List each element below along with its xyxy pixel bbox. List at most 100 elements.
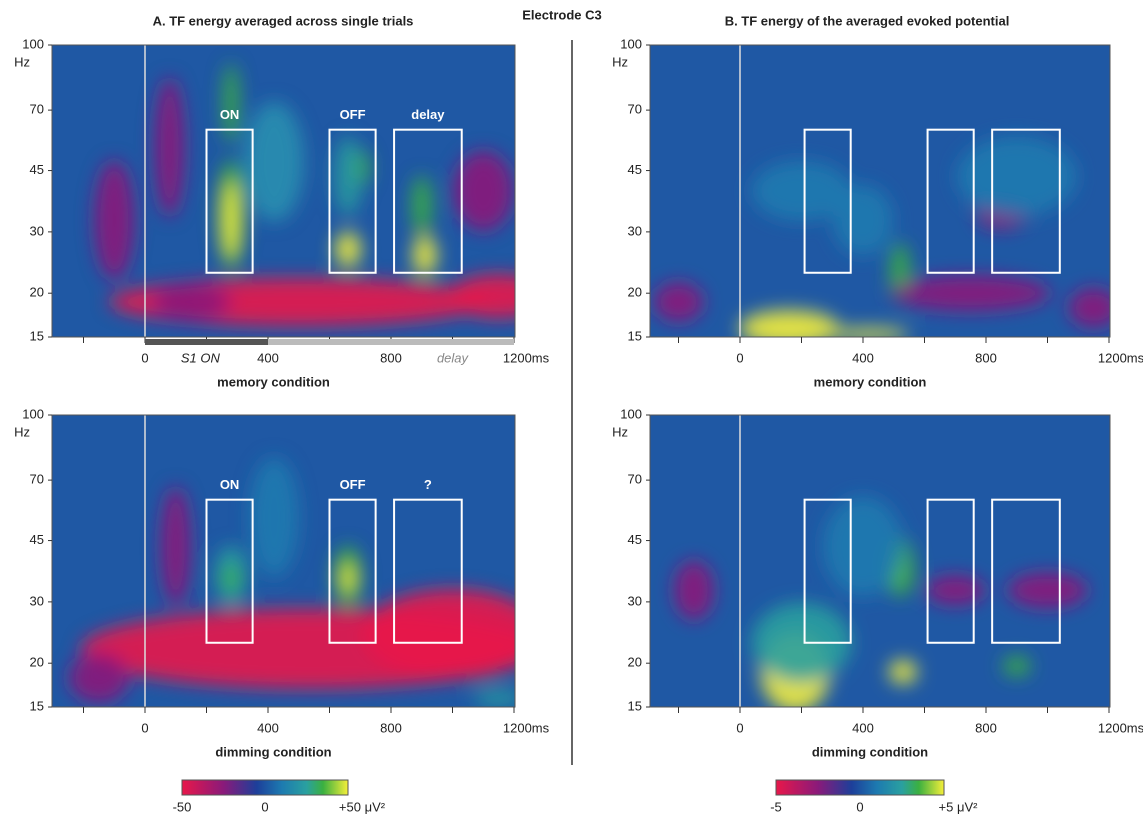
energy-blob (412, 235, 437, 276)
delay-bar (268, 339, 514, 345)
analysis-window (803, 498, 852, 644)
energy-blob (411, 175, 432, 236)
colorbar (181, 779, 349, 796)
x-tick-label: 1200ms (1098, 350, 1143, 365)
heatmap (52, 45, 515, 337)
y-tick-label: 70 (628, 472, 642, 487)
y-tick-label: 30 (30, 593, 44, 608)
condition-label: memory condition (217, 374, 330, 389)
heatmap (52, 415, 515, 707)
x-tick-label: 0 (736, 350, 743, 365)
analysis-window (991, 128, 1061, 274)
y-tick-label: 15 (628, 328, 642, 343)
x-tick-label: 400 (257, 350, 279, 365)
energy-blob (829, 328, 910, 337)
x-tick-label: 0 (141, 720, 148, 735)
energy-blob (160, 486, 191, 607)
stimulus-bar (145, 339, 268, 345)
energy-blob (244, 101, 305, 222)
x-tick-label: 1200ms (503, 720, 550, 735)
window-label: ON (220, 107, 240, 122)
condition-label: dimming condition (812, 744, 928, 759)
energy-blob (340, 562, 355, 595)
y-tick-label: 20 (628, 285, 642, 300)
energy-blob (94, 160, 135, 281)
y-tick-label: 70 (30, 472, 44, 487)
window-label: delay (411, 107, 445, 122)
timeline-label: S1 ON (181, 350, 221, 365)
plot-frame (649, 44, 1111, 338)
x-tick-label: 0 (141, 350, 148, 365)
energy-blob (68, 652, 129, 703)
y-tick-label: 15 (30, 698, 44, 713)
energy-blob (751, 602, 852, 683)
x-tick-label: 1200ms (1098, 720, 1143, 735)
x-tick-label: 0 (736, 720, 743, 735)
y-tick-label: 45 (30, 162, 44, 177)
energy-blob (888, 659, 917, 684)
colorbar (775, 779, 945, 796)
energy-blob (448, 274, 515, 319)
colorbar-label: -5 (770, 799, 782, 814)
window-label: OFF (340, 477, 366, 492)
window-label: OFF (340, 107, 366, 122)
energy-blob (357, 149, 370, 186)
x-tick-label: 800 (380, 720, 402, 735)
analysis-window (393, 498, 463, 644)
colorbar-label: 0 (856, 799, 863, 814)
energy-blob (249, 457, 300, 578)
energy-blob (739, 310, 840, 337)
energy-blob (151, 283, 232, 320)
energy-blob (223, 63, 240, 144)
y-tick-label: 45 (628, 532, 642, 547)
energy-blob (956, 136, 1077, 217)
colorbar-label: -50 (173, 799, 192, 814)
colorbar-label: +50 μV² (339, 799, 386, 814)
blobs (68, 457, 515, 707)
energy-blob (154, 77, 185, 218)
energy-blob (453, 151, 514, 231)
analysis-window (393, 128, 463, 274)
y-tick-label: 45 (628, 162, 642, 177)
y-tick-label: 100 (620, 406, 642, 421)
heatmap (650, 415, 1110, 707)
energy-blob (751, 161, 852, 221)
colorbar-label: +5 μV² (939, 799, 979, 814)
plot-frame (51, 414, 516, 708)
blobs (653, 136, 1110, 337)
y-tick-label: 30 (30, 223, 44, 238)
y-tick-label: 20 (30, 285, 44, 300)
y-tick-label: 20 (30, 655, 44, 670)
heatmap (650, 45, 1110, 337)
energy-blob (334, 231, 361, 268)
analysis-window (803, 128, 852, 274)
energy-blob (362, 589, 515, 679)
y-tick-label: 30 (628, 593, 642, 608)
y-unit: Hz (612, 424, 628, 439)
condition-label: dimming condition (215, 744, 331, 759)
y-tick-label: 30 (628, 223, 642, 238)
x-tick-label: 800 (975, 720, 997, 735)
energy-blob (673, 560, 714, 621)
energy-blob (223, 564, 240, 593)
y-tick-label: 20 (628, 655, 642, 670)
analysis-window (328, 498, 377, 644)
energy-blob (1068, 287, 1110, 328)
x-tick-label: 400 (257, 720, 279, 735)
analysis-window (205, 498, 254, 644)
energy-blob (333, 136, 362, 217)
y-tick-label: 100 (620, 36, 642, 51)
y-unit: Hz (612, 54, 628, 69)
analysis-window (328, 128, 377, 274)
x-tick-label: 800 (975, 350, 997, 365)
y-tick-label: 100 (22, 406, 44, 421)
x-tick-label: 800 (380, 350, 402, 365)
energy-blob (473, 690, 515, 707)
energy-blob (833, 185, 893, 256)
y-tick-label: 70 (628, 102, 642, 117)
energy-blob (1002, 656, 1031, 677)
energy-blob (653, 281, 704, 322)
panel-title: B. TF energy of the averaged evoked pote… (725, 13, 1010, 28)
y-tick-label: 70 (30, 102, 44, 117)
y-tick-label: 45 (30, 532, 44, 547)
